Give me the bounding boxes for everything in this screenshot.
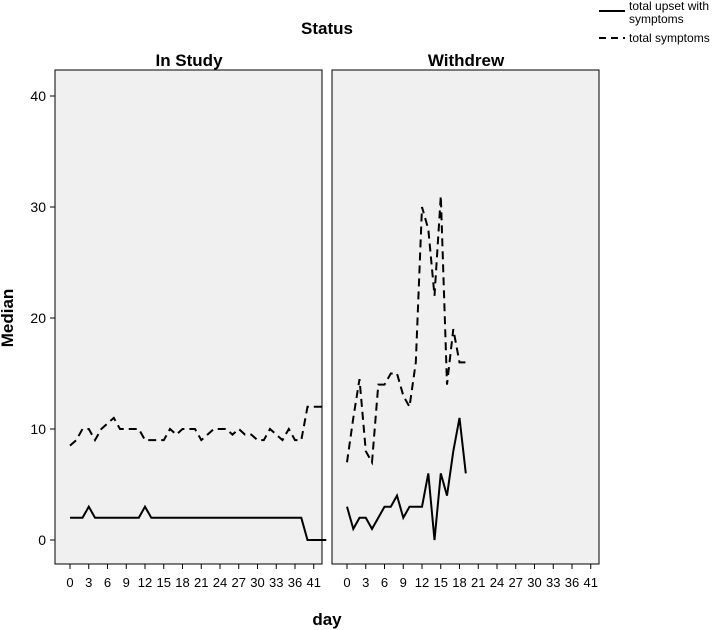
series-line-total-symptoms-withdrew	[346, 195, 466, 466]
x-tick-label: 21	[471, 575, 485, 590]
x-tick-label: 30	[250, 575, 264, 590]
panel-title-in-study: In Study	[155, 51, 223, 70]
x-tick-label: 41	[584, 575, 598, 590]
series-line-total-upset-with-symptoms-in-study	[70, 504, 327, 541]
x-tick-label: 0	[66, 575, 73, 590]
y-tick-label: 20	[30, 310, 46, 326]
series-line-total-upset-with-symptoms-withdrew	[346, 417, 467, 541]
x-tick-label: 3	[85, 575, 92, 590]
panel-background	[331, 69, 600, 565]
x-tick-label: 18	[175, 575, 189, 590]
x-tick-label: 30	[527, 575, 541, 590]
x-tick-label: 21	[194, 575, 208, 590]
y-tick-label: 10	[30, 421, 46, 437]
legend-label-upset-line1: total upset with	[629, 0, 709, 13]
y-axis-label: Median	[0, 289, 17, 348]
x-tick-label: 9	[400, 575, 407, 590]
x-tick-label: 33	[269, 575, 283, 590]
x-tick-label: 12	[138, 575, 152, 590]
x-tick-label: 3	[362, 575, 369, 590]
x-tick-label: 24	[490, 575, 504, 590]
x-tick-label: 6	[381, 575, 388, 590]
x-tick-label: 9	[123, 575, 130, 590]
y-tick-label: 0	[38, 532, 46, 548]
x-tick-label: 33	[546, 575, 560, 590]
y-tick-label: 30	[30, 199, 46, 215]
x-tick-label: 0	[343, 575, 350, 590]
axes: 0 10 20 30 40	[30, 70, 56, 564]
panel-background	[54, 69, 323, 565]
x-tick-label: 15	[434, 575, 448, 590]
plot-panels: 0 3 6 9 12 15 18 21 24 27 30 33 36 41 0 3 6 9 12 15 18 21 24 27…	[54, 69, 600, 590]
x-tick-label: 41	[307, 575, 321, 590]
x-axis-label: day	[312, 610, 342, 629]
x-tick-label: 27	[232, 575, 246, 590]
legend-label-upset-line2: symptoms	[629, 12, 684, 26]
y-tick-label: 40	[30, 88, 46, 104]
x-tick-label: 36	[288, 575, 302, 590]
legend: total upset with symptoms total symptoms	[599, 0, 710, 45]
panel-title-withdrew: Withdrew	[428, 51, 505, 70]
x-tick-label: 36	[565, 575, 579, 590]
chart-title: Status	[301, 19, 353, 38]
x-tick-label: 18	[452, 575, 466, 590]
x-tick-label: 24	[213, 575, 227, 590]
x-tick-label: 6	[104, 575, 111, 590]
x-tick-label: 27	[509, 575, 523, 590]
x-tick-label: 12	[415, 575, 429, 590]
x-tick-label: 15	[157, 575, 171, 590]
legend-label-symptoms: total symptoms	[629, 31, 710, 45]
series-line-total-symptoms-in-study	[69, 405, 327, 447]
